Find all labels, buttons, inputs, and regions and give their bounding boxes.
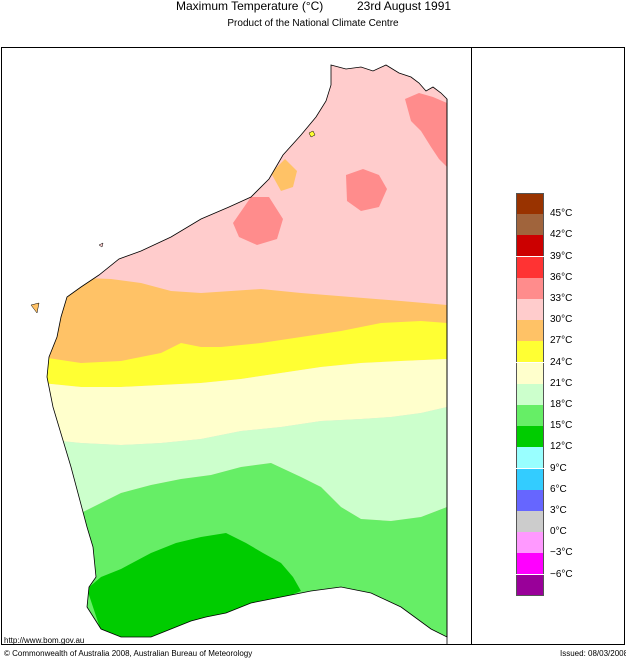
legend-swatch [516, 214, 544, 236]
legend-label: 33°C [550, 293, 573, 304]
legend-label: 9°C [550, 462, 567, 474]
legend-label: −3°C [550, 547, 573, 559]
band-33-coast [233, 197, 283, 245]
legend-swatch [516, 489, 544, 511]
map-subtitle: Product of the National Climate Centre [227, 18, 399, 29]
legend-swatch [516, 405, 544, 426]
legend-swatch [516, 553, 544, 575]
legend-swatch [516, 277, 544, 299]
legend-swatch [516, 574, 544, 596]
legend-swatch [516, 447, 544, 469]
legend-swatch [516, 256, 544, 278]
legend-swatch [516, 468, 544, 490]
legend-label: 39°C [550, 250, 573, 262]
band-33-inland [346, 169, 387, 211]
legend-swatch [516, 193, 544, 214]
legend-label: 24°C [550, 356, 573, 368]
island-northwest [98, 242, 104, 248]
legend-label: 45°C [550, 208, 573, 220]
legend-label: 12°C [550, 441, 573, 453]
legend-frame [472, 47, 625, 645]
island-shark-bay [30, 302, 40, 314]
band-18 [47, 407, 447, 521]
map-title: Maximum Temperature (°C) [176, 0, 324, 13]
wa-coastline [46, 64, 448, 638]
legend-label: 0°C [550, 526, 567, 538]
band-21 [47, 359, 447, 445]
band-27-coast-patch [271, 159, 297, 191]
legend-swatch [516, 532, 544, 554]
legend-label: 21°C [550, 377, 573, 389]
map-date: 23rd August 1991 [357, 0, 452, 13]
legend-swatch [516, 383, 544, 405]
band-12 [87, 533, 301, 637]
legend-label: 18°C [550, 399, 573, 410]
island-north [308, 130, 316, 138]
legend-swatch [516, 320, 544, 342]
legend-label: 42°C [550, 229, 573, 241]
legend-label: 6°C [550, 483, 567, 495]
footer-url[interactable]: http://www.bom.gov.au [4, 636, 85, 645]
legend-swatch [516, 511, 544, 532]
legend-label: 27°C [550, 335, 573, 347]
footer-copyright: © Commonwealth of Australia 2008, Austra… [4, 649, 253, 658]
legend-label: −6°C [550, 568, 573, 580]
legend-swatch [516, 341, 544, 363]
legend-label: 15°C [550, 420, 573, 432]
legend-swatch [516, 299, 544, 320]
band-33-northeast [405, 93, 447, 167]
title-bar: Maximum Temperature (°C) 23rd August 199… [0, 0, 626, 16]
band-27 [47, 277, 447, 379]
legend-label: 36°C [550, 271, 573, 283]
legend-swatch [516, 235, 544, 257]
footer-issued: Issued: 08/03/2008 [560, 649, 626, 658]
legend-swatch [516, 362, 544, 384]
temperature-map [30, 64, 448, 645]
legend-swatch [516, 426, 544, 448]
band-24 [47, 321, 447, 387]
legend-label: 3°C [550, 505, 567, 516]
legend-label: 30°C [550, 314, 573, 326]
